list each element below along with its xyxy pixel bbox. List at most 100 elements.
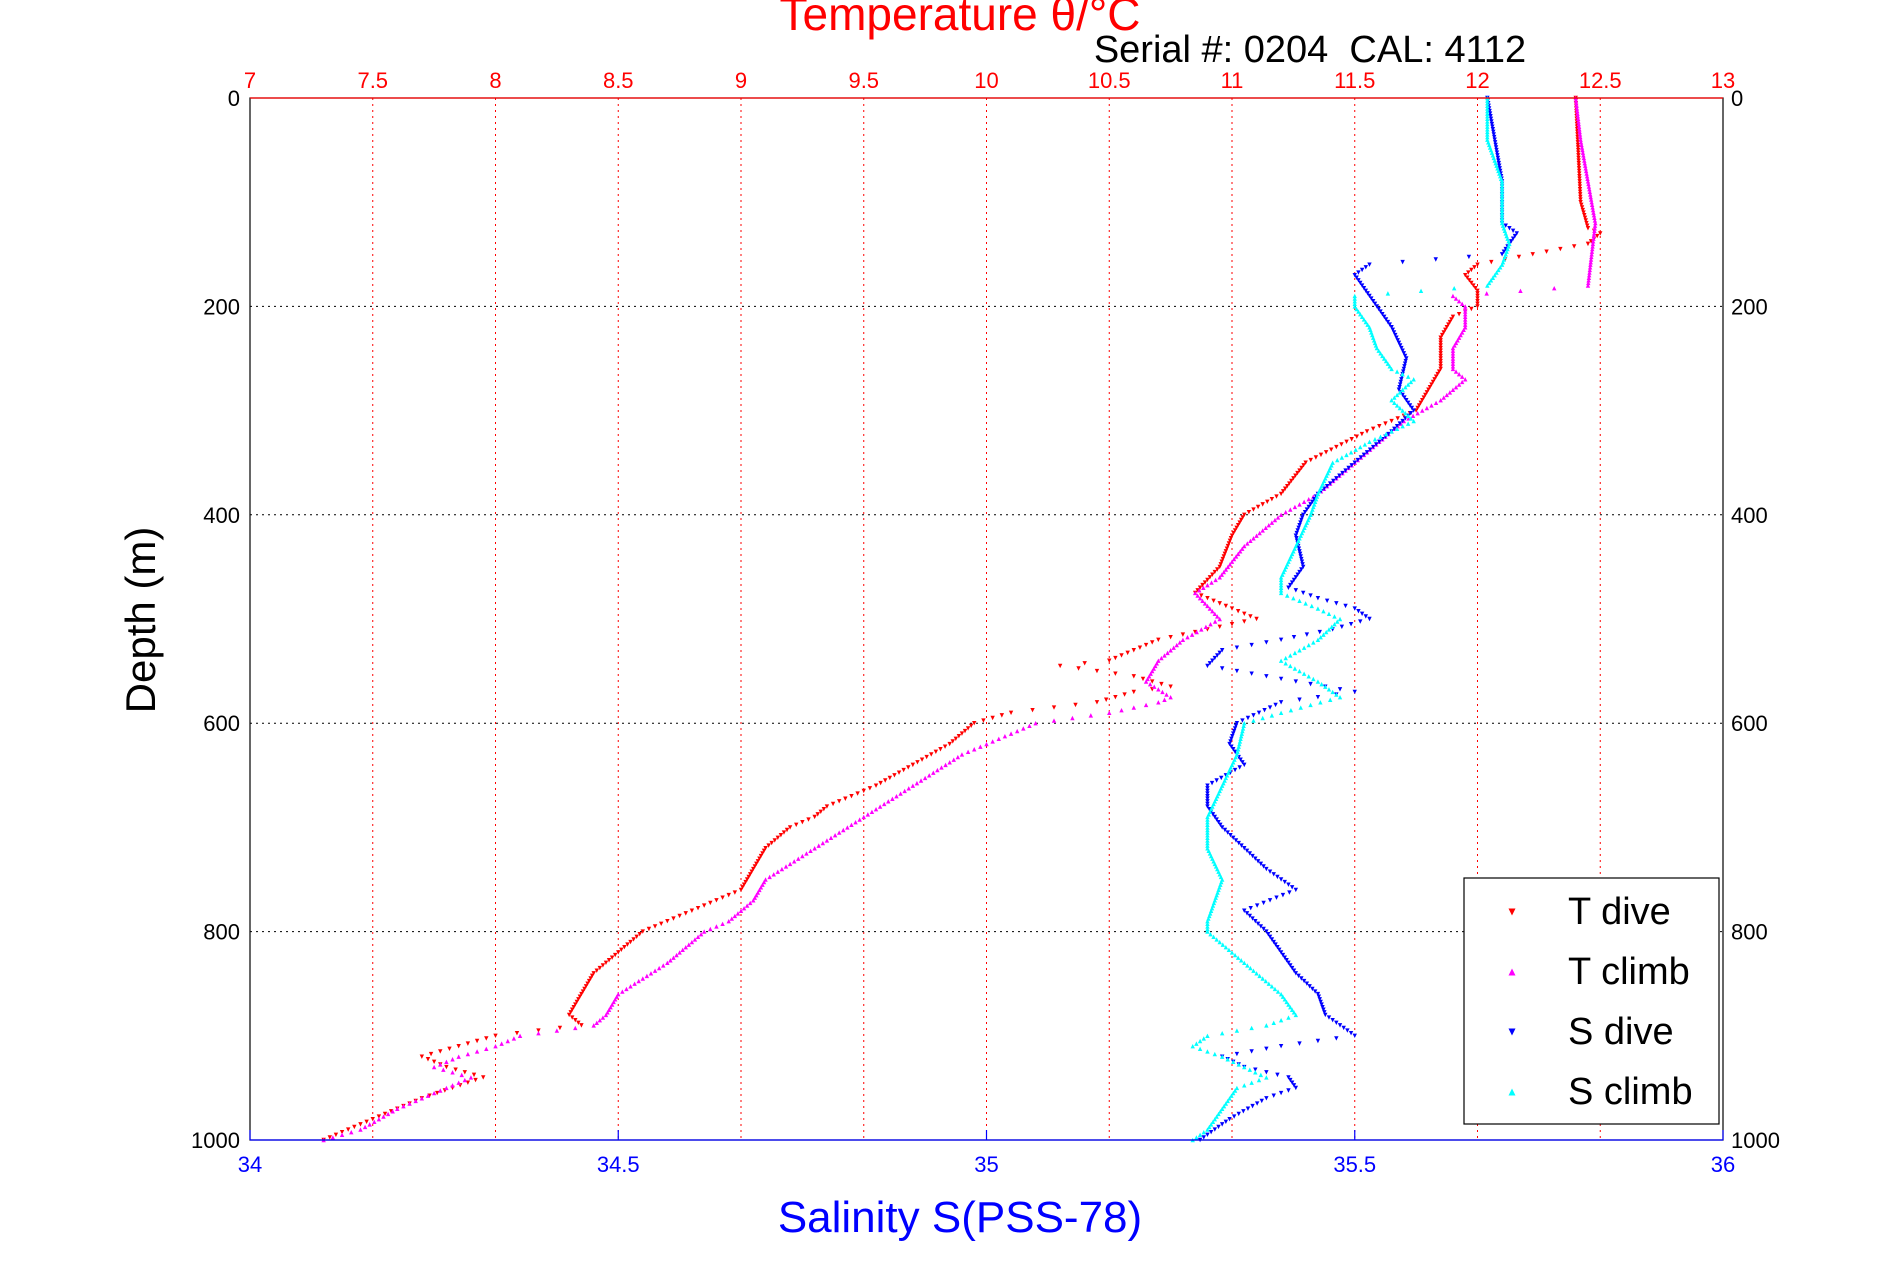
data-point [1235, 523, 1241, 528]
data-point [1211, 934, 1216, 940]
data-point [1332, 622, 1337, 627]
data-point [474, 1049, 480, 1054]
data-point [1218, 562, 1223, 567]
data-point [752, 895, 758, 900]
data-point [1352, 272, 1357, 278]
data-point [330, 1135, 336, 1140]
data-point [671, 916, 676, 921]
data-point [1575, 111, 1580, 116]
data-point [1162, 653, 1167, 658]
data-point [1308, 502, 1313, 507]
depth-tick-label-right: 800 [1731, 920, 1768, 945]
data-point [1297, 569, 1302, 575]
data-point [1278, 582, 1284, 588]
data-point [1242, 619, 1247, 624]
data-point [692, 937, 698, 942]
data-point [1301, 463, 1306, 468]
data-point [1208, 1129, 1214, 1135]
data-point [1345, 1028, 1350, 1033]
data-point [474, 1038, 480, 1044]
data-point [1296, 525, 1301, 531]
data-point [1590, 244, 1595, 249]
data-point [1450, 387, 1456, 392]
data-point [744, 877, 750, 882]
data-point [726, 918, 731, 924]
data-point [1475, 298, 1480, 304]
data-point [1499, 197, 1505, 202]
data-point [576, 1020, 581, 1025]
data-point [1372, 437, 1378, 442]
data-point [1577, 129, 1582, 135]
data-point [1334, 1036, 1339, 1041]
data-point [1323, 684, 1328, 689]
data-point [1254, 903, 1260, 908]
data-point [1249, 1080, 1254, 1085]
legend-box [1463, 877, 1720, 1125]
data-point [1400, 348, 1405, 353]
data-point [1438, 351, 1443, 356]
data-point [1197, 588, 1202, 593]
data-point [1278, 877, 1284, 882]
data-point [493, 1033, 498, 1038]
data-point [1473, 285, 1478, 291]
data-point [1577, 127, 1582, 132]
data-point [1219, 1030, 1225, 1036]
data-point [1280, 489, 1286, 494]
data-point [1499, 179, 1505, 184]
data-point [668, 958, 673, 963]
data-point [1463, 306, 1468, 312]
data-point [1494, 270, 1499, 275]
data-point [1465, 275, 1470, 280]
data-point [1214, 1114, 1219, 1119]
data-point [1248, 965, 1253, 971]
data-point [438, 1049, 443, 1054]
data-point [1233, 838, 1239, 843]
data-point [1254, 1101, 1260, 1106]
data-point [438, 1088, 443, 1093]
depth-tick-label-right: 0 [1731, 86, 1743, 111]
data-point [1512, 233, 1518, 239]
data-point [431, 1090, 437, 1096]
data-point [1389, 325, 1394, 330]
data-point [1219, 648, 1225, 653]
data-point [1444, 325, 1450, 330]
data-point [1267, 898, 1273, 903]
data-point [1282, 955, 1287, 960]
data-point [1400, 418, 1405, 424]
data-point [1459, 379, 1465, 385]
data-point [1267, 934, 1273, 940]
data-point [1205, 582, 1210, 588]
data-point [1485, 129, 1490, 135]
data-point [1260, 502, 1265, 507]
data-point [1574, 106, 1580, 111]
data-point [1256, 710, 1262, 715]
series-s-climb [1190, 95, 1512, 1143]
data-point [636, 978, 641, 984]
data-point [683, 911, 688, 916]
data-point [738, 908, 744, 913]
data-point [1131, 705, 1136, 710]
data-point [896, 770, 902, 775]
data-point [652, 968, 658, 973]
data-point [1239, 843, 1244, 848]
data-point [441, 1067, 446, 1072]
data-point [1552, 285, 1557, 291]
data-point [755, 890, 761, 895]
data-point [818, 809, 823, 814]
data-point [1514, 231, 1519, 236]
data-point [1576, 168, 1582, 174]
data-point [1205, 1033, 1210, 1038]
data-point [1265, 499, 1270, 504]
data-point [1143, 679, 1149, 684]
data-point [1459, 301, 1465, 306]
data-point [947, 741, 952, 747]
data-point [428, 1051, 434, 1057]
data-point [1438, 340, 1443, 346]
data-point [1051, 705, 1057, 710]
data-point [1222, 827, 1228, 833]
data-point [1210, 658, 1215, 663]
data-point [1441, 330, 1446, 335]
data-point [867, 786, 873, 791]
data-point [1585, 223, 1590, 228]
data-point [1443, 327, 1448, 333]
